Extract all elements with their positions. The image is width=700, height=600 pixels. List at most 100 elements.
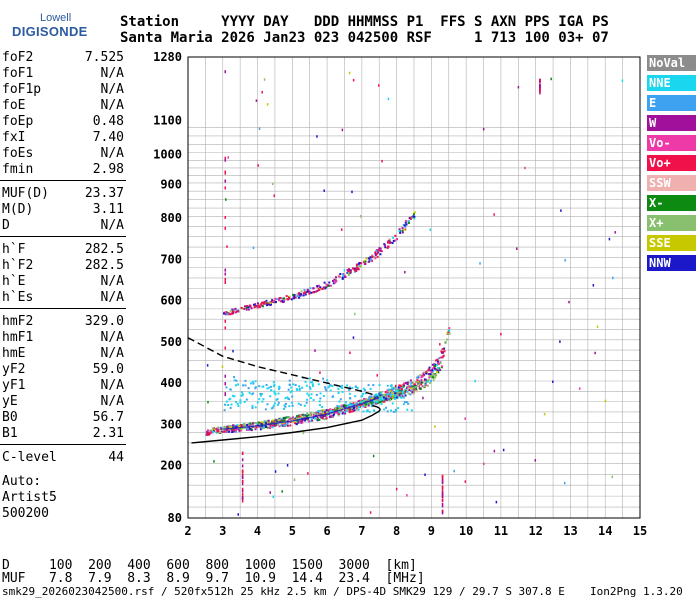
echo-point	[265, 299, 268, 302]
echo-point	[372, 384, 375, 387]
param-label: yF1	[2, 378, 26, 393]
echo-point	[296, 421, 299, 424]
echo-point	[413, 388, 416, 391]
echo-point	[442, 355, 445, 358]
echo-point	[289, 424, 292, 427]
echo-point	[385, 406, 388, 409]
streak-point	[224, 319, 227, 323]
echo-point	[340, 409, 343, 412]
noise-point	[226, 245, 228, 248]
echo-point	[438, 357, 441, 360]
echo-point	[229, 406, 232, 409]
param-value: N/A	[100, 218, 124, 233]
echo-point	[437, 371, 440, 374]
echo-point	[254, 387, 257, 390]
echo-point	[210, 431, 213, 434]
echo-point	[387, 393, 390, 396]
auto-version: 500200	[2, 506, 49, 521]
echo-point	[320, 414, 323, 417]
echo-point	[254, 426, 257, 429]
echo-point	[302, 292, 305, 295]
echo-point	[267, 419, 270, 422]
echo-point	[387, 395, 390, 398]
echo-point	[284, 416, 287, 419]
echo-point	[407, 221, 410, 224]
echo-point	[422, 372, 425, 375]
echo-point	[271, 406, 274, 409]
echo-point	[292, 297, 295, 300]
echo-point	[407, 387, 410, 390]
echo-point	[347, 268, 350, 271]
echo-point	[371, 396, 374, 399]
echo-point	[409, 393, 412, 396]
echo-point	[232, 311, 235, 314]
echo-point	[332, 282, 335, 285]
echo-point	[348, 411, 351, 414]
echo-point	[334, 409, 337, 412]
echo-point	[271, 419, 274, 422]
streak-point	[224, 171, 227, 175]
streak-point	[241, 458, 244, 462]
param-c-level: C-level 44	[2, 450, 124, 467]
echo-point	[347, 408, 350, 411]
echo-point	[275, 419, 278, 422]
param-foes: foEs N/A	[2, 146, 124, 163]
echo-point	[403, 382, 406, 385]
echo-point	[352, 402, 355, 405]
echo-point	[266, 387, 269, 390]
echo-point	[400, 393, 403, 396]
param-value: N/A	[100, 378, 124, 393]
echo-point	[205, 433, 208, 436]
footer-version: Ion2Png 1.3.20	[590, 585, 683, 598]
streak-point	[241, 464, 244, 468]
echo-point	[425, 372, 428, 375]
echo-point	[231, 394, 234, 397]
echo-point	[254, 386, 257, 389]
echo-point	[379, 249, 382, 252]
echo-point	[256, 306, 259, 309]
echo-point	[291, 404, 294, 407]
noise-point	[232, 349, 234, 353]
streak-point	[241, 482, 244, 486]
echo-point	[369, 401, 372, 404]
echo-point	[406, 390, 409, 393]
echo-point	[280, 418, 283, 421]
echo-point	[414, 385, 417, 388]
echo-point	[382, 396, 385, 399]
echo-point	[289, 391, 292, 394]
echo-point	[404, 221, 407, 224]
echo-point	[284, 298, 287, 301]
echo-point	[397, 407, 400, 410]
echo-point	[411, 392, 414, 395]
echo-point	[324, 388, 327, 391]
echo-point	[348, 397, 351, 400]
x-tick-label: 11	[494, 524, 508, 538]
echo-point	[374, 257, 377, 260]
echo-point	[391, 386, 394, 389]
echo-point	[213, 429, 216, 432]
echo-point	[356, 265, 359, 268]
echo-point	[334, 278, 337, 281]
echo-point	[259, 428, 262, 431]
echo-point	[307, 414, 310, 417]
echo-point	[440, 350, 443, 353]
echo-point	[424, 378, 427, 381]
echo-point	[206, 429, 209, 432]
echo-point	[368, 403, 371, 406]
echo-point	[338, 400, 341, 403]
echo-point	[391, 388, 394, 391]
echo-point	[338, 410, 341, 413]
echo-point	[206, 430, 209, 433]
echo-point	[364, 263, 367, 266]
echo-point	[376, 400, 379, 403]
echo-point	[251, 404, 254, 407]
echo-point	[235, 384, 238, 387]
echo-point	[401, 390, 404, 393]
echo-point	[439, 356, 442, 359]
param-label: hmF1	[2, 330, 34, 345]
echo-point	[340, 407, 343, 410]
echo-point	[349, 403, 352, 406]
echo-point	[409, 216, 412, 219]
echo-point	[248, 304, 251, 307]
header-row-2: Santa Maria 2026 Jan23 023 042500 RSF 1 …	[120, 30, 609, 46]
